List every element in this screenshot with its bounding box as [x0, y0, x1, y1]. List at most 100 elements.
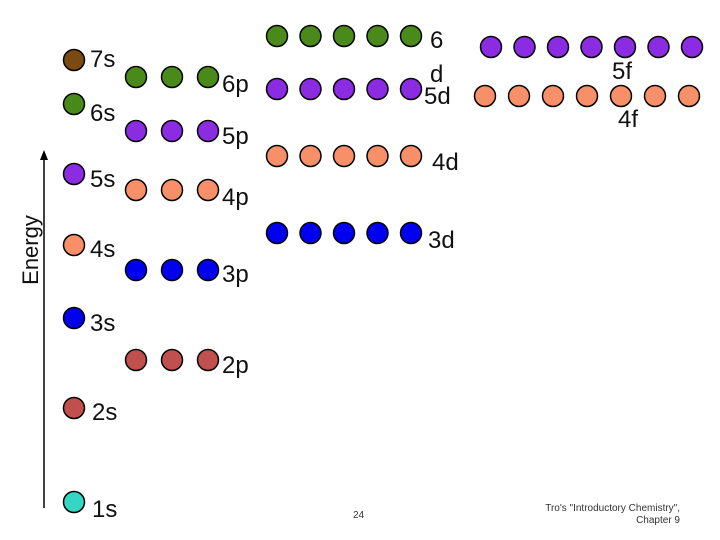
- orbital-2p-2: [160, 348, 184, 372]
- sublevel-label-4f: 4f: [618, 106, 639, 133]
- orbital-4p-3: [196, 178, 220, 202]
- orbital-3s-1: [62, 306, 86, 330]
- orbital-4p-2: [160, 178, 184, 202]
- orbital-3d-4: [366, 221, 389, 245]
- sublevel-label-2s: 2s: [92, 399, 118, 426]
- source-credit-line-1: Tro's "Introductory Chemistry",: [545, 503, 680, 514]
- sublevel-label-4s: 4s: [90, 236, 116, 263]
- sublevel-label-3s: 3s: [90, 310, 116, 337]
- page-number: 24: [353, 510, 365, 521]
- sublevel-5p: [124, 119, 220, 143]
- orbital-4s-1: [62, 233, 86, 257]
- orbital-4d-2: [299, 144, 322, 168]
- orbital-5p-1: [124, 119, 148, 143]
- orbital-5f-1: [479, 35, 503, 59]
- orbital-4f-4: [575, 84, 599, 108]
- orbital-3p-2: [160, 258, 184, 282]
- sublevel-7s: [62, 48, 86, 72]
- sublevel-label-7s: 7s: [90, 46, 116, 73]
- sublevel-4p: [124, 178, 220, 202]
- orbital-3p-3: [196, 258, 220, 282]
- sublevel-5f: [479, 35, 704, 59]
- orbital-5d-3: [332, 77, 356, 101]
- orbital-5f-2: [513, 35, 536, 59]
- sublevel-4d: [265, 144, 423, 168]
- sublevel-label-3p: 3p: [222, 261, 249, 288]
- sublevel-label-3d: 3d: [428, 227, 455, 254]
- orbital-3d-1: [265, 221, 289, 245]
- orbital-4f-7: [677, 84, 701, 108]
- source-credit-line-2: Chapter 9: [636, 515, 680, 526]
- sublevel-label-6p: 6p: [222, 71, 249, 98]
- sublevel-label-4d: 4d: [432, 149, 459, 176]
- orbital-5f-7: [680, 35, 704, 59]
- orbital-6d-5: [399, 24, 423, 48]
- orbital-3p-1: [124, 258, 148, 282]
- sublevel-label-5s: 5s: [90, 166, 116, 193]
- sublevel-label-6d: 6 d: [430, 27, 444, 88]
- sublevel-3p: [124, 258, 220, 282]
- sublevel-label-1s: 1s: [92, 496, 118, 523]
- orbital-6s-1: [62, 92, 86, 116]
- sublevel-label-5p: 5p: [222, 123, 249, 150]
- orbital-5d-1: [265, 77, 289, 101]
- orbital-5s-1: [62, 162, 86, 186]
- orbital-4f-6: [643, 84, 667, 108]
- sublevel-6p: [124, 65, 220, 89]
- orbital-6p-3: [196, 65, 220, 89]
- sublevel-5d: [265, 77, 423, 101]
- orbital-4d-3: [332, 144, 356, 168]
- orbital-6p-1: [124, 65, 148, 89]
- orbital-4f-2: [507, 84, 531, 108]
- energy-axis-arrowhead: [40, 150, 48, 160]
- sublevel-3s: [62, 306, 86, 330]
- sublevel-1s: [62, 490, 86, 514]
- sublevel-4s: [62, 233, 86, 257]
- sublevel-2p: [124, 348, 220, 372]
- orbital-4d-1: [265, 144, 289, 168]
- sublevel-6d: [265, 24, 423, 48]
- orbital-5d-4: [366, 77, 389, 101]
- orbital-3d-3: [332, 221, 356, 245]
- orbital-5p-3: [196, 119, 220, 143]
- orbital-5f-6: [647, 35, 670, 59]
- orbital-6d-4: [366, 24, 389, 48]
- orbital-2p-3: [196, 348, 220, 372]
- orbital-5f-4: [580, 35, 603, 59]
- orbital-4p-1: [124, 178, 148, 202]
- source-credit: Tro's "Introductory Chemistry", Chapter …: [520, 503, 680, 527]
- sublevel-6s: [62, 92, 86, 116]
- energy-axis-label: Energy: [18, 215, 43, 285]
- orbital-2p-1: [124, 348, 148, 372]
- orbital-4f-1: [473, 84, 497, 108]
- sublevel-2s: [62, 396, 86, 420]
- orbital-4d-4: [366, 144, 389, 168]
- orbital-4f-3: [541, 84, 565, 108]
- orbital-5d-2: [299, 77, 322, 101]
- orbital-4f-5: [609, 84, 633, 108]
- sublevel-label-5f: 5f: [612, 58, 633, 85]
- orbital-3d-2: [299, 221, 322, 245]
- orbital-6d-3: [332, 24, 356, 48]
- orbital-5p-2: [160, 119, 184, 143]
- orbital-6d-2: [299, 24, 322, 48]
- orbital-5f-3: [546, 35, 570, 59]
- sublevel-label-2p: 2p: [222, 352, 249, 379]
- sublevel-label-6s: 6s: [90, 100, 116, 127]
- sublevel-label-4p: 4p: [222, 184, 249, 211]
- orbital-2s-1: [62, 396, 86, 420]
- orbital-4d-5: [399, 144, 423, 168]
- orbital-5f-5: [613, 35, 637, 59]
- orbital-6d-1: [265, 24, 289, 48]
- sublevel-3d: [265, 221, 423, 245]
- orbital-1s-1: [62, 490, 86, 514]
- orbital-5d-5: [399, 77, 423, 101]
- sublevel-4f: [473, 84, 701, 108]
- orbital-7s-1: [62, 48, 86, 72]
- sublevel-5s: [62, 162, 86, 186]
- sublevel-label-5d: 5d: [424, 83, 451, 110]
- orbital-6p-2: [160, 65, 184, 89]
- orbital-3d-5: [399, 221, 423, 245]
